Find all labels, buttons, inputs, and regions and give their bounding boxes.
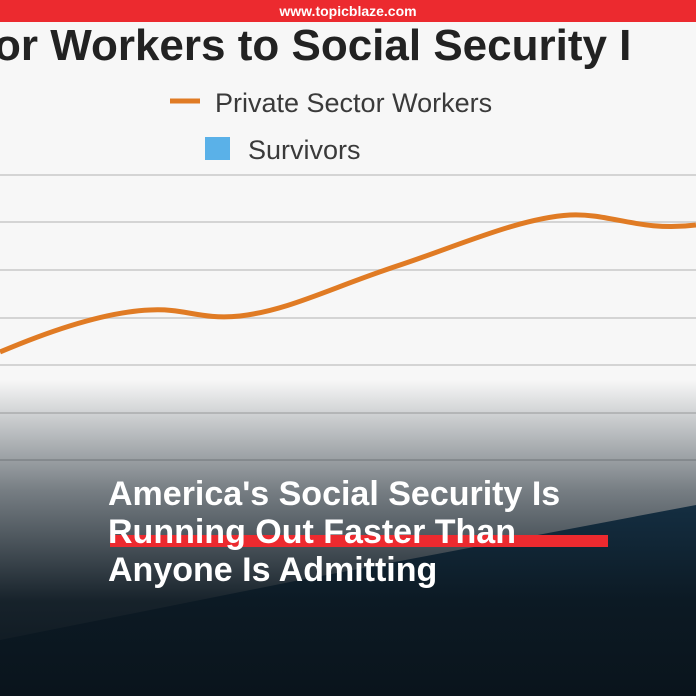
headline-line: America's Social Security Is [108, 475, 560, 513]
trend-line [0, 212, 696, 355]
legend-label: Private Sector Workers [215, 88, 492, 118]
chart-title: or Workers to Social Security I [0, 21, 631, 70]
site-banner [0, 0, 696, 22]
headline-underline [110, 535, 608, 547]
headline-line: Running Out Faster Than [108, 513, 516, 551]
headline-line: Anyone Is Admitting [108, 551, 437, 589]
legend-label: Survivors [248, 135, 361, 165]
legend-swatch [205, 137, 230, 160]
site-url: www.topicblaze.com [278, 3, 416, 19]
